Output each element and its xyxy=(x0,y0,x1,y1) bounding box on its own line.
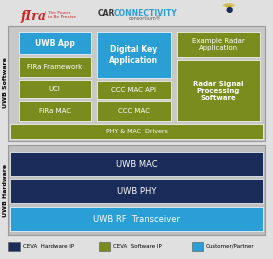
FancyBboxPatch shape xyxy=(10,179,263,203)
Text: fIra: fIra xyxy=(20,10,47,23)
FancyBboxPatch shape xyxy=(19,57,91,77)
Text: CONNECTIVITY: CONNECTIVITY xyxy=(113,9,177,18)
FancyBboxPatch shape xyxy=(10,124,263,139)
FancyBboxPatch shape xyxy=(97,101,171,121)
Text: UWB RF  Transceiver: UWB RF Transceiver xyxy=(93,214,180,224)
Text: UCI: UCI xyxy=(49,86,61,92)
FancyBboxPatch shape xyxy=(10,207,263,231)
Text: Customer/Partner: Customer/Partner xyxy=(206,244,255,249)
Text: UWB App: UWB App xyxy=(35,39,75,47)
Text: | The Power
  to Be Precise: | The Power to Be Precise xyxy=(45,10,76,19)
Text: UWB MAC: UWB MAC xyxy=(116,160,157,169)
FancyBboxPatch shape xyxy=(8,242,20,251)
FancyBboxPatch shape xyxy=(177,60,260,121)
FancyBboxPatch shape xyxy=(177,32,260,57)
FancyBboxPatch shape xyxy=(19,80,91,98)
Text: Example Radar
Application: Example Radar Application xyxy=(192,38,245,51)
Text: PHY & MAC  Drivers: PHY & MAC Drivers xyxy=(106,129,167,134)
Text: CCC MAC: CCC MAC xyxy=(118,108,150,114)
Text: CCC MAC API: CCC MAC API xyxy=(111,87,156,93)
Text: Digital Key
Application: Digital Key Application xyxy=(109,45,159,65)
Text: ●: ● xyxy=(225,5,232,14)
FancyBboxPatch shape xyxy=(19,32,91,54)
Text: consortium®: consortium® xyxy=(129,16,161,21)
FancyBboxPatch shape xyxy=(97,32,171,78)
Text: CAR: CAR xyxy=(98,9,115,18)
Text: FiRa MAC: FiRa MAC xyxy=(38,108,71,114)
Text: CEVA  Software IP: CEVA Software IP xyxy=(113,244,162,249)
FancyBboxPatch shape xyxy=(192,242,203,251)
Text: FiRa Framework: FiRa Framework xyxy=(27,64,82,70)
Text: Radar Signal
Processing
Software: Radar Signal Processing Software xyxy=(193,81,244,100)
FancyBboxPatch shape xyxy=(8,145,265,235)
FancyBboxPatch shape xyxy=(8,26,265,141)
Text: UWB Software: UWB Software xyxy=(3,57,8,109)
FancyBboxPatch shape xyxy=(19,101,91,121)
Text: UWB PHY: UWB PHY xyxy=(117,186,156,196)
FancyBboxPatch shape xyxy=(97,81,171,99)
Text: UWB Hardware: UWB Hardware xyxy=(3,163,8,217)
Text: CEVA  Hardware IP: CEVA Hardware IP xyxy=(23,244,74,249)
FancyBboxPatch shape xyxy=(99,242,110,251)
FancyBboxPatch shape xyxy=(10,152,263,176)
